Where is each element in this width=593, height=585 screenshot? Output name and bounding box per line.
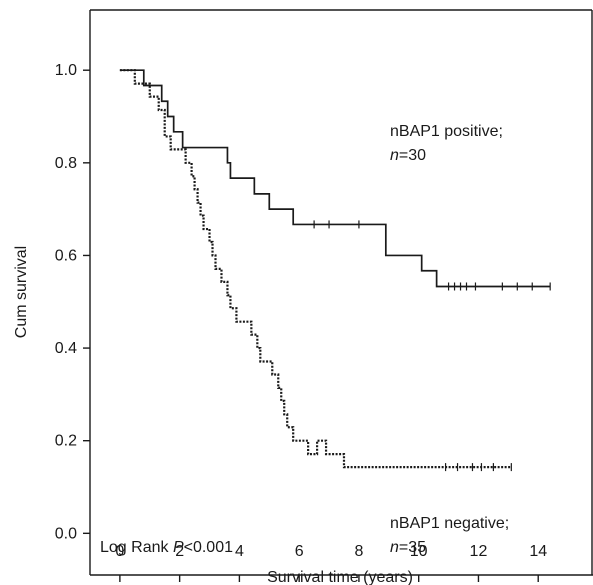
log-rank-annotation: Log Rank P<0.001: [100, 539, 233, 556]
series-1-n-label: n=35: [390, 539, 426, 556]
y-ticks: 0.0 0.2 0.4 0.6 0.8 1.0: [55, 62, 90, 542]
series-0-label: nBAP1 positive;: [390, 123, 503, 140]
x-ticks: 0 2 4 6 8 10 12 14: [115, 543, 547, 582]
series-1-label: nBAP1 negative;: [390, 515, 509, 532]
x-tick-label: 8: [354, 543, 363, 560]
series-1-line: [119, 69, 512, 469]
series-layer: [119, 69, 551, 472]
series-0-n-label: n=30: [390, 147, 426, 164]
x-tick-label: 10: [410, 543, 428, 560]
x-tick-label: 6: [295, 543, 304, 560]
x-axis-label: Survival time (years): [267, 569, 413, 585]
y-axis-label: Cum survival: [13, 246, 30, 338]
y-tick-label: 0.0: [55, 525, 77, 542]
x-tick-label: 4: [235, 543, 244, 560]
x-tick-label: 0: [115, 543, 124, 560]
x-tick-label: 12: [470, 543, 488, 560]
y-tick-label: 1.0: [55, 62, 77, 79]
axes: [89, 9, 593, 576]
series-0-line: [119, 69, 551, 288]
x-tick-label: 2: [175, 543, 184, 560]
y-tick-label: 0.2: [55, 433, 77, 450]
y-tick-label: 0.8: [55, 155, 77, 172]
y-tick-label: 0.4: [55, 340, 77, 357]
y-tick-label: 0.6: [55, 247, 77, 264]
x-tick-label: 14: [529, 543, 547, 560]
